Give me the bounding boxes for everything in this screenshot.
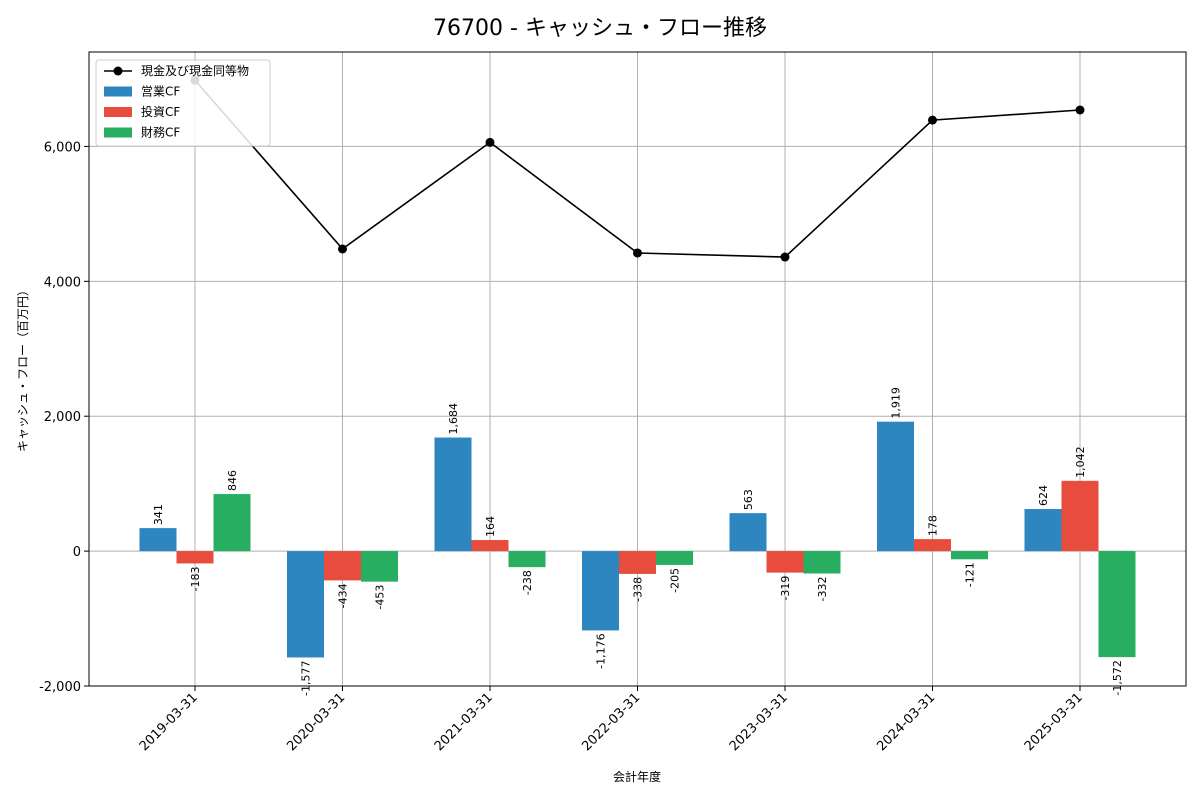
bar-2 — [471, 540, 509, 552]
chart-title: 76700 - キャッシュ・フロー推移 — [433, 16, 767, 41]
y-axis-label: キャッシュ・フロー（百万円） — [16, 284, 30, 452]
bar-1 — [287, 551, 324, 658]
axis-layer: -2,000 0 2,000 4,000 6,000 2019-03-31 2020-03-… — [39, 51, 1187, 754]
y-tick-label: 2,000 — [44, 410, 81, 425]
data-label: 563 — [742, 489, 755, 510]
legend-label: 営業CF — [141, 85, 180, 99]
bar-3 — [361, 551, 398, 582]
legend-marker — [113, 66, 123, 76]
legend-label: 現金及び現金同等物 — [141, 63, 249, 78]
data-label: 1,919 — [890, 387, 903, 419]
data-label: -434 — [337, 583, 350, 608]
label-layer: 341 -1,577 1,684 -1,176 563 1,919 624 -183 -434 1… — [152, 387, 1124, 696]
data-label: -205 — [669, 568, 682, 593]
bar-1 — [1024, 509, 1062, 552]
bar-3 — [508, 551, 546, 568]
data-label: -183 — [189, 566, 202, 591]
data-label: 624 — [1037, 485, 1050, 506]
data-label: 178 — [927, 515, 940, 536]
y-tick-label: -2,000 — [39, 680, 81, 695]
y-tick-label: 0 — [73, 545, 81, 560]
x-axis-label: 会計年度 — [613, 769, 661, 784]
bar-1 — [877, 421, 914, 552]
legend-box — [95, 59, 271, 147]
x-tick-label: 2025-03-31 — [1022, 690, 1086, 754]
data-label: 846 — [226, 470, 239, 491]
x-tick-label: 2019-03-31 — [137, 690, 201, 754]
bar-3 — [951, 551, 988, 560]
data-label: -319 — [779, 576, 792, 601]
cash-point — [338, 244, 347, 254]
bar-2 — [176, 551, 214, 564]
x-tick-label: 2023-03-31 — [727, 690, 791, 754]
y-tick-label: 6,000 — [44, 140, 81, 155]
cash-point — [780, 252, 790, 262]
legend-swatch — [104, 127, 132, 138]
x-tick-label: 2020-03-31 — [284, 690, 348, 754]
x-tick-label: 2024-03-31 — [874, 690, 938, 754]
legend-swatch — [104, 86, 132, 97]
cash-point — [633, 248, 642, 258]
bar-3 — [803, 551, 841, 574]
bar-3 — [213, 494, 251, 552]
bar-layer — [139, 421, 1136, 658]
bar-2 — [619, 551, 656, 574]
data-label: 164 — [484, 516, 497, 537]
bar-2 — [1061, 480, 1099, 552]
x-tick-label: 2021-03-31 — [432, 690, 496, 754]
data-label: 1,684 — [447, 403, 460, 435]
data-label: -1,577 — [300, 660, 313, 695]
data-label: 341 — [152, 504, 165, 525]
y-tick-label: 4,000 — [44, 275, 81, 290]
legend-label: 投資CF — [141, 104, 180, 119]
legend-label: 財務CF — [141, 125, 180, 140]
data-label: -453 — [374, 585, 387, 610]
bar-1 — [434, 437, 472, 552]
cash-point — [485, 137, 495, 147]
legend-swatch — [104, 107, 132, 117]
bar-2 — [914, 539, 951, 552]
data-label: -338 — [632, 577, 645, 602]
data-label: -1,176 — [595, 633, 608, 668]
bar-3 — [656, 551, 693, 565]
data-label: 1,042 — [1074, 446, 1087, 478]
x-tick-label: 2022-03-31 — [579, 690, 643, 754]
cash-point — [928, 115, 937, 125]
data-label: -1,572 — [1111, 660, 1124, 695]
bar-2 — [324, 551, 361, 581]
data-label: -121 — [964, 562, 977, 587]
bar-3 — [1098, 551, 1136, 658]
data-label: -332 — [816, 576, 829, 601]
bar-2 — [766, 551, 804, 573]
data-label: -238 — [521, 570, 534, 595]
cash-point — [1075, 105, 1085, 115]
bar-1 — [582, 551, 619, 631]
bar-1 — [729, 513, 767, 552]
bar-1 — [139, 528, 177, 552]
